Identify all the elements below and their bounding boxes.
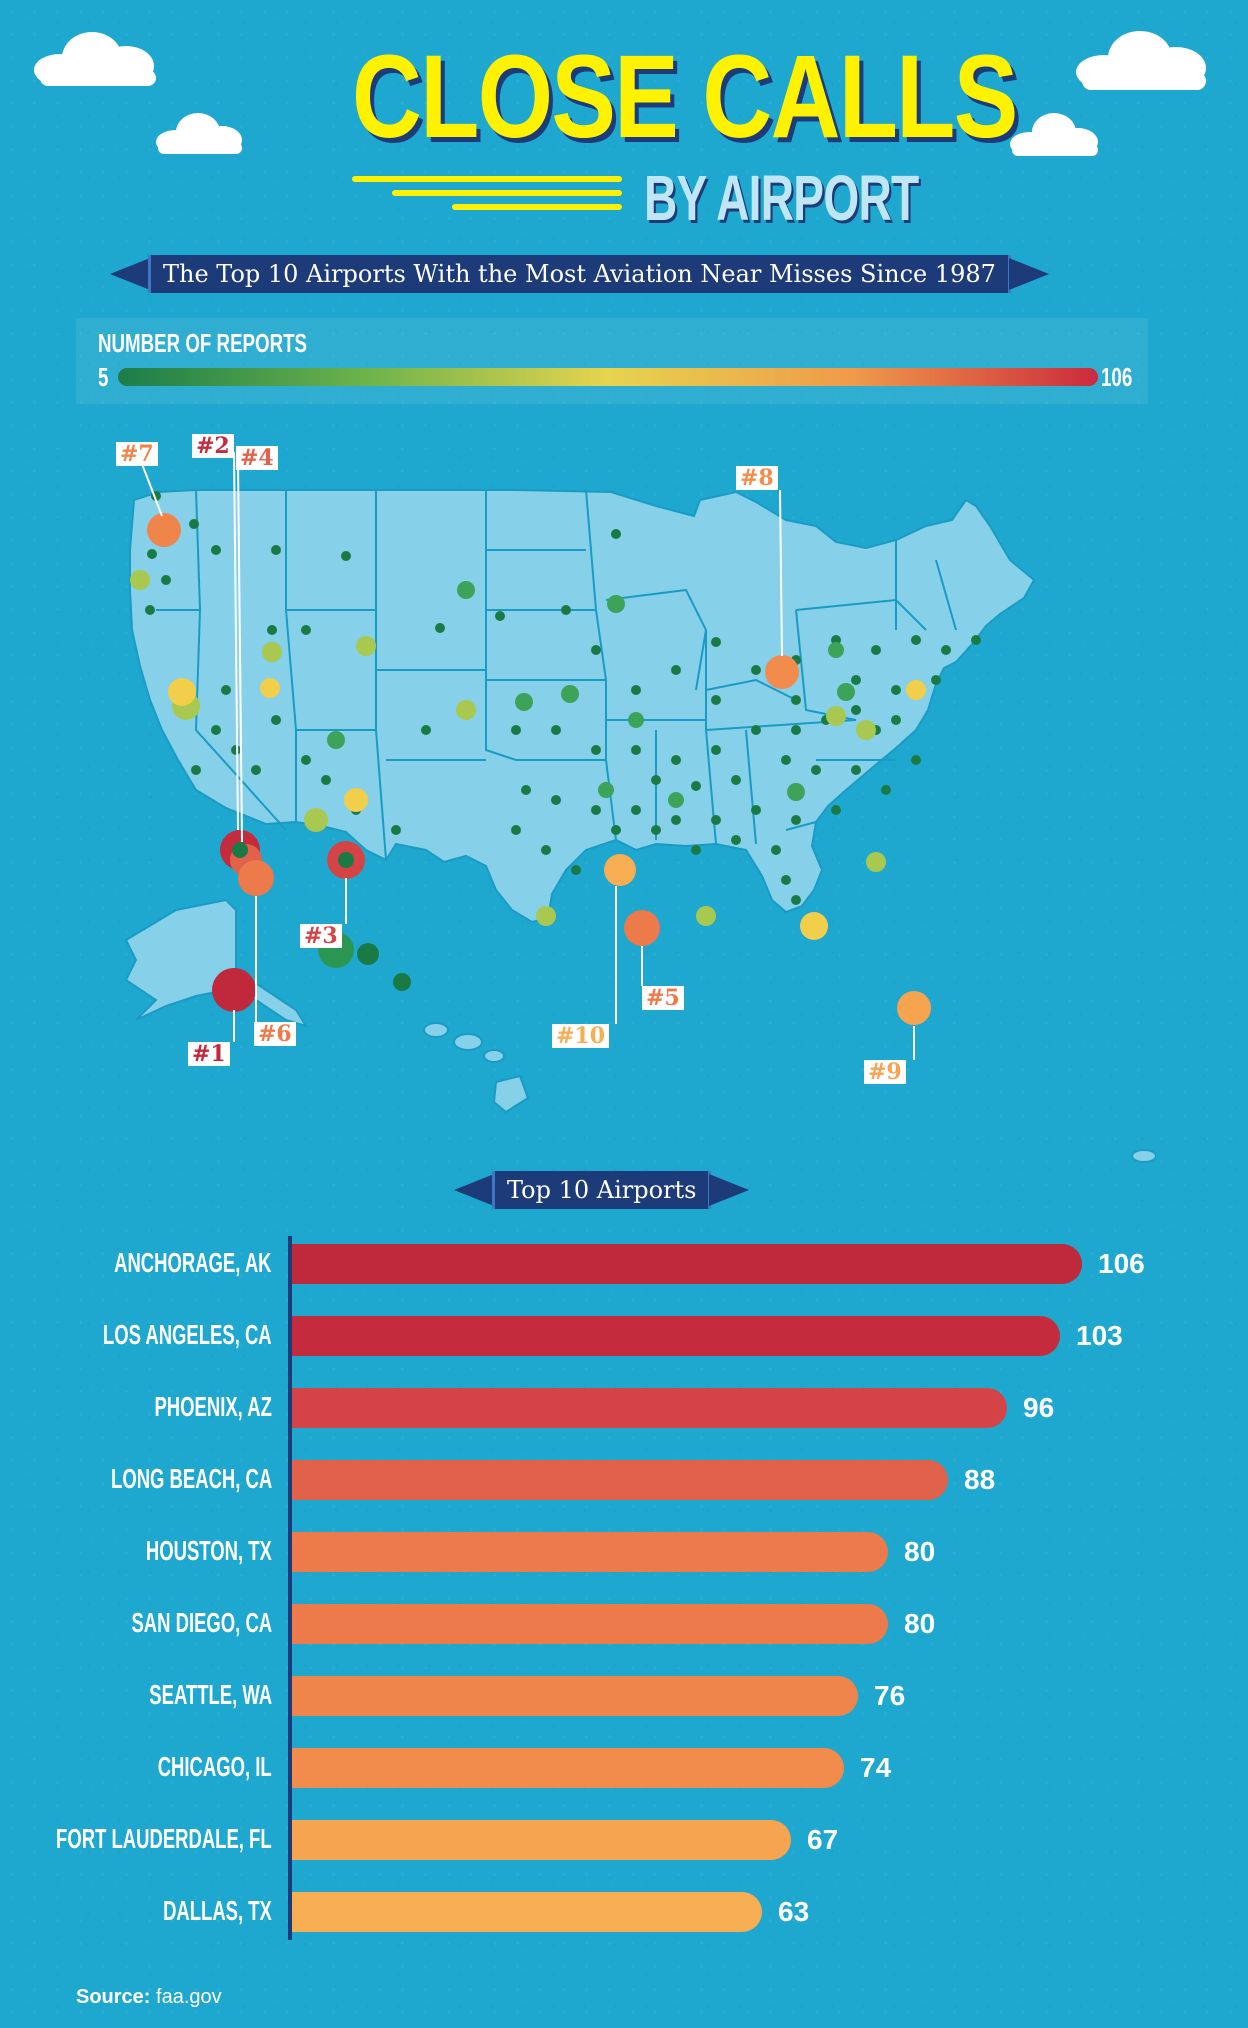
bar [292,1244,1082,1284]
bar-value-label: 74 [860,1752,892,1783]
bar-section-title: Top 10 Airports [492,1171,712,1209]
bar-value-label: 80 [904,1608,936,1639]
map-alaska [124,898,309,1028]
cloud-icon [30,30,166,88]
bar-row: SAN DIEGO, CA 80 [0,1602,1248,1646]
airport-marker-9 [897,991,931,1025]
color-legend: NUMBER OF REPORTS 5 106 [76,318,1148,404]
airport-marker-7 [147,513,181,547]
bar-row: HOUSTON, TX 80 [0,1530,1248,1574]
airport-dots-yellow-green [130,570,886,926]
bar-category-label: SEATTLE, WA [149,1679,272,1710]
bar-category-label: CHICAGO, IL [158,1751,272,1782]
airport-marker-8 [765,655,799,689]
rank-label-6: #6 [254,1022,296,1046]
speed-line [392,190,622,196]
bar-value-label: 80 [904,1536,936,1567]
rank-label-4: #4 [236,446,278,470]
source-value: faa.gov [156,1986,222,2008]
bar-category-label: LONG BEACH, CA [110,1463,272,1494]
bar-row: LONG BEACH, CA 88 [0,1458,1248,1502]
bar-row: LOS ANGELES, CA 103 [0,1314,1248,1358]
bar-value-label: 63 [778,1896,810,1927]
bar-category-label: PHOENIX, AZ [154,1391,272,1422]
bar-category-label: HOUSTON, TX [146,1535,272,1566]
cloud-icon [152,112,248,156]
legend-max: 106 [1101,362,1133,392]
bar [292,1316,1060,1356]
map-hawaii [423,1022,530,1114]
bar-category-label: DALLAS, TX [163,1895,272,1926]
cloud-icon [1072,30,1216,92]
bar [292,1676,858,1716]
subtitle-ribbon: The Top 10 Airports With the Most Aviati… [110,255,1049,293]
speed-line [352,176,622,182]
bar-category-label: LOS ANGELES, CA [103,1319,272,1350]
bar [292,1892,762,1932]
bar-value-label: 88 [964,1464,996,1495]
bar-value-label: 96 [1023,1392,1055,1423]
map-puerto-rico [1131,1149,1156,1163]
source-note: Source: faa.gov [76,1986,222,2009]
bar-row: CHICAGO, IL 74 [0,1746,1248,1790]
map-contiguous-us [129,489,1036,924]
us-map: #7 #2 #4 #8 #3 #5 #6 #1 #10 #9 [96,430,1156,1210]
bar-row: DALLAS, TX 63 [0,1890,1248,1934]
page-title: CLOSE CALLS [352,31,1018,163]
us-map-graphic [124,451,1156,1163]
bar-category-label: ANCHORAGE, AK [114,1247,272,1278]
rank-label-1: #1 [188,1042,230,1066]
page-subtitle-title: BY AIRPORT [644,162,919,234]
bar-row: FORT LAUDERDALE, FL 67 [0,1818,1248,1862]
bar-value-label: 76 [874,1680,906,1711]
bar [292,1460,948,1500]
top-airports [147,513,931,1025]
bar-value-label: 106 [1098,1248,1145,1279]
bar-row: SEATTLE, WA 76 [0,1674,1248,1718]
bar-row: ANCHORAGE, AK 106 [0,1242,1248,1286]
cloud-icon [1006,112,1104,158]
rank-label-3: #3 [300,924,342,948]
airport-marker-10 [604,854,636,886]
airport-dots-yellow [168,678,926,940]
rank-label-2: #2 [192,434,234,458]
rank-label-8: #8 [736,466,778,490]
rank-label-9: #9 [864,1060,906,1084]
airport-marker-5 [624,910,660,946]
legend-gradient [118,368,1098,386]
airport-marker-1 [212,968,256,1012]
bar [292,1532,888,1572]
rank-label-7: #7 [116,442,158,466]
bar-value-label: 103 [1076,1320,1123,1351]
bar [292,1748,844,1788]
bar [292,1820,791,1860]
airport-dots-small [145,491,981,905]
bar-value-label: 67 [807,1824,839,1855]
legend-min: 5 [98,362,109,392]
rank-label-10: #10 [552,1024,610,1048]
bar-chart-axis [288,1236,292,1940]
legend-title: NUMBER OF REPORTS [98,328,308,358]
rank-label-5: #5 [642,986,684,1010]
leader-lines [141,451,915,1060]
bar-category-label: FORT LAUDERDALE, FL [56,1823,272,1854]
bar-section-ribbon: Top 10 Airports [454,1171,750,1209]
source-label: Source: [76,1986,151,2008]
bar-category-label: SAN DIEGO, CA [131,1607,272,1638]
airport-marker-6 [238,860,274,896]
bar [292,1604,888,1644]
bar [292,1388,1007,1428]
speed-line [452,204,622,210]
bar-row: PHOENIX, AZ 96 [0,1386,1248,1430]
subtitle-text: The Top 10 Airports With the Most Aviati… [148,255,1011,293]
